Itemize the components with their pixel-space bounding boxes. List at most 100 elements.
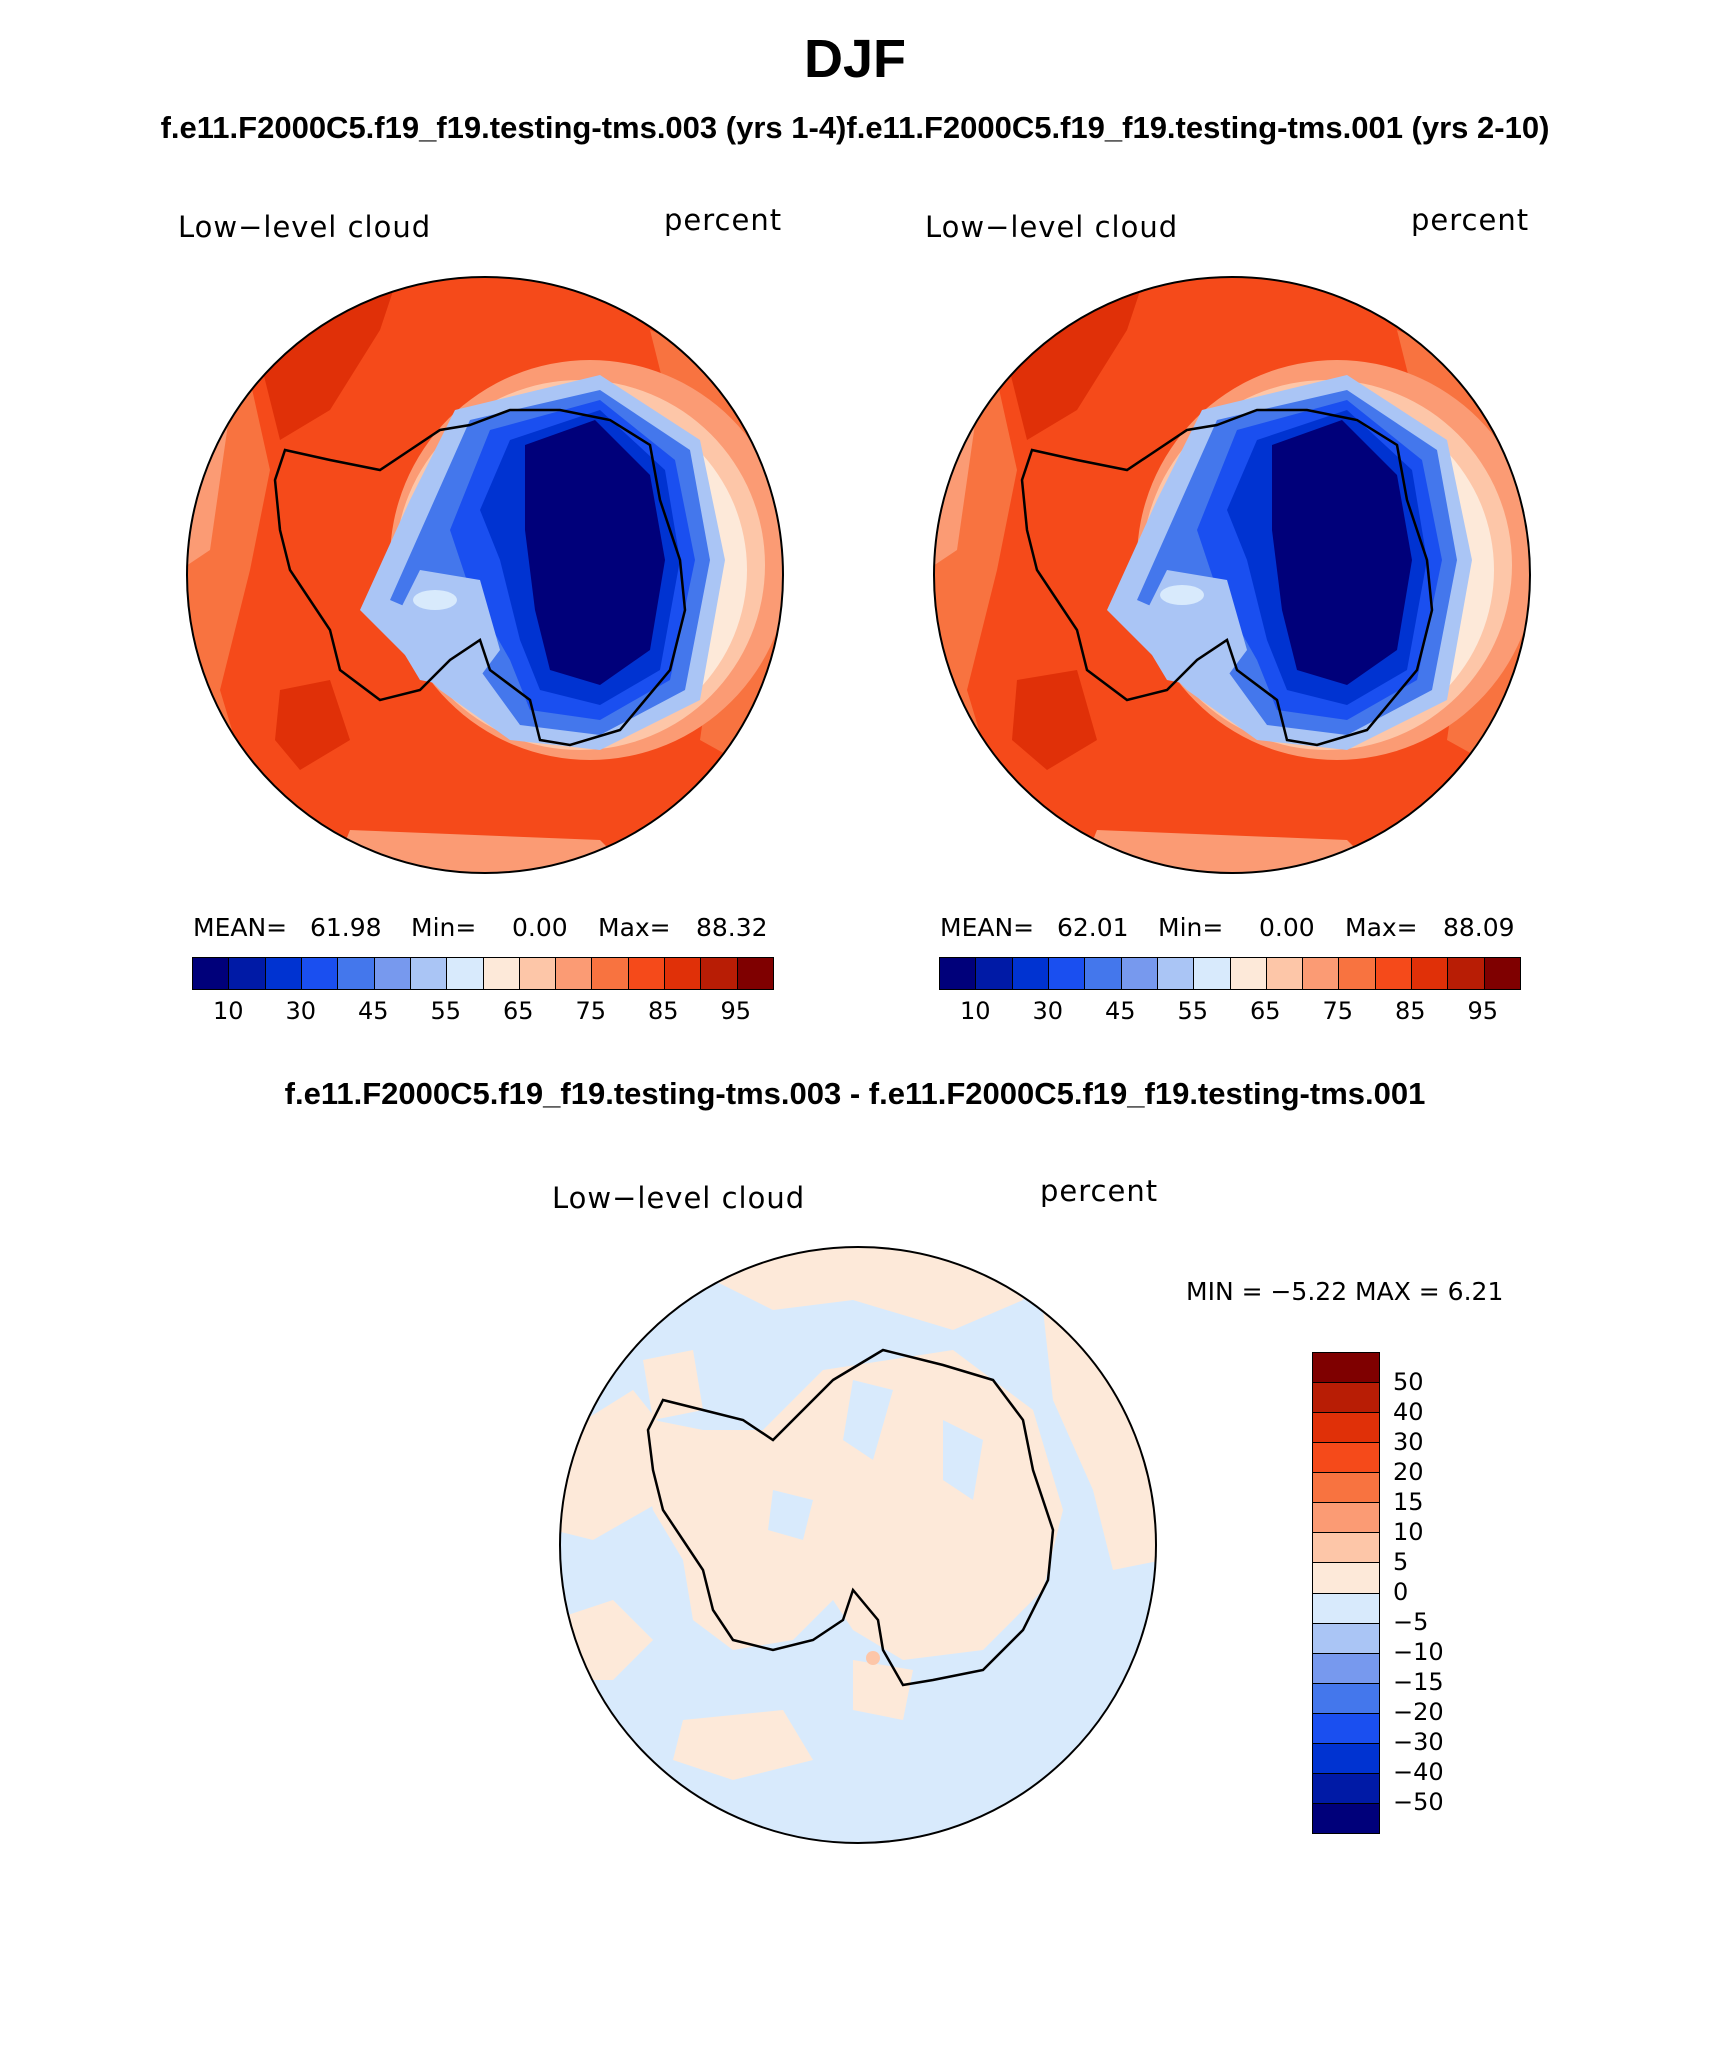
left-colorbar-tick-label: 85 — [647, 997, 679, 1025]
difference-variable-label: Low−level cloud — [552, 1181, 806, 1215]
difference-colorbar-swatch — [1313, 1443, 1379, 1474]
left-variable-label: Low−level cloud — [178, 210, 432, 244]
difference-colorbar-swatch — [1313, 1353, 1379, 1384]
right-min-label: Min= — [1158, 913, 1224, 942]
right-colorbar-tick-label: 75 — [1322, 997, 1354, 1025]
right-colorbar-swatch — [1157, 958, 1195, 989]
right-colorbar-swatch — [1448, 958, 1485, 989]
right-variable-label: Low−level cloud — [925, 210, 1179, 244]
right-colorbar-swatch — [1339, 958, 1376, 989]
left-colorbar-swatch — [737, 958, 773, 989]
right-colorbar-tick-label: 10 — [959, 997, 991, 1025]
left-colorbar-tick-label: 10 — [212, 997, 244, 1025]
difference-colorbar-tick-label: 50 — [1393, 1368, 1424, 1396]
left-colorbar-tick-label: 45 — [357, 997, 389, 1025]
right-colorbar-swatch — [1266, 958, 1304, 989]
difference-colorbar-tick-label: −5 — [1393, 1608, 1429, 1636]
left-colorbar-swatch — [483, 958, 520, 989]
difference-colorbar-swatch — [1313, 1473, 1379, 1504]
left-colorbar-swatch — [265, 958, 302, 989]
right-colorbar-swatch — [1085, 958, 1122, 989]
right-mean-value: 62.01 — [1057, 913, 1129, 942]
right-colorbar-tick-label: 95 — [1467, 997, 1499, 1025]
left-colorbar-swatch — [592, 958, 629, 989]
right-mean-label: MEAN= — [940, 913, 1035, 942]
difference-range-text: MIN = −5.22 MAX = 6.21 — [1186, 1277, 1504, 1306]
difference-colorbar-tick-label: 20 — [1393, 1458, 1424, 1486]
left-colorbar-swatch — [374, 958, 411, 989]
left-colorbar-swatch — [447, 958, 484, 989]
difference-colorbar-tick-label: 30 — [1393, 1428, 1424, 1456]
left-colorbar-swatch — [701, 958, 738, 989]
difference-colorbar-tick-label: −20 — [1393, 1698, 1444, 1726]
right-colorbar-swatch — [1484, 958, 1520, 989]
plot-title: DJF — [803, 29, 906, 89]
difference-colorbar-tick-label: 40 — [1393, 1398, 1424, 1426]
difference-colorbar-swatch — [1313, 1713, 1379, 1744]
difference-colorbar-swatch — [1313, 1683, 1379, 1714]
difference-colorbar-swatch — [1313, 1623, 1379, 1654]
difference-colorbar-tick-label: −40 — [1393, 1758, 1444, 1786]
right-colorbar-tick-label: 55 — [1177, 997, 1209, 1025]
difference-polar-map — [559, 1246, 1157, 1844]
difference-colorbar-tick-label: 0 — [1393, 1578, 1409, 1606]
left-mean-label: MEAN= — [193, 913, 288, 942]
left-polar-map — [186, 276, 784, 874]
right-colorbar-swatch — [1303, 958, 1340, 989]
difference-colorbar-swatch — [1313, 1383, 1379, 1414]
difference-colorbar-tick-label: −15 — [1393, 1668, 1444, 1696]
left-colorbar-tick-label: 95 — [720, 997, 752, 1025]
right-colorbar-tick-label: 65 — [1249, 997, 1281, 1025]
difference-colorbar-swatch — [1313, 1503, 1379, 1534]
right-colorbar-swatch — [1121, 958, 1158, 989]
difference-colorbar-swatch — [1313, 1773, 1379, 1804]
right-colorbar-swatch — [1012, 958, 1049, 989]
difference-units-label: percent — [1040, 1174, 1159, 1208]
left-colorbar-swatch — [665, 958, 702, 989]
left-colorbar-swatch — [229, 958, 266, 989]
left-colorbar-tick-label: 55 — [430, 997, 462, 1025]
difference-colorbar-swatch — [1313, 1803, 1379, 1833]
right-colorbar-tick-label: 85 — [1394, 997, 1426, 1025]
right-colorbar-swatch — [1412, 958, 1449, 989]
left-colorbar-swatch — [410, 958, 448, 989]
left-colorbar-swatch — [556, 958, 593, 989]
right-colorbar-swatch — [976, 958, 1013, 989]
left-colorbar-tick-label: 30 — [285, 997, 317, 1025]
difference-colorbar-tick-label: 5 — [1393, 1548, 1409, 1576]
difference-colorbar-tick-label: −50 — [1393, 1788, 1444, 1816]
difference-colorbar-swatch — [1313, 1413, 1379, 1444]
difference-colorbar — [1312, 1352, 1380, 1834]
left-max-label: Max= — [598, 913, 671, 942]
right-colorbar-swatch — [1230, 958, 1267, 989]
left-colorbar-tick-label: 75 — [575, 997, 607, 1025]
left-min-label: Min= — [411, 913, 477, 942]
right-min-value: 0.00 — [1259, 913, 1315, 942]
right-units-label: percent — [1411, 203, 1530, 237]
left-colorbar-tick-label: 65 — [502, 997, 534, 1025]
right-colorbar-swatch — [1375, 958, 1413, 989]
left-units-label: percent — [664, 203, 783, 237]
difference-colorbar-swatch — [1313, 1563, 1379, 1594]
difference-colorbar-swatch — [1313, 1593, 1379, 1624]
left-min-value: 0.00 — [512, 913, 568, 942]
right-colorbar-tick-label: 30 — [1032, 997, 1064, 1025]
right-max-label: Max= — [1345, 913, 1418, 942]
right-colorbar-tick-label: 45 — [1104, 997, 1136, 1025]
left-colorbar-swatch — [338, 958, 375, 989]
difference-colorbar-tick-label: −10 — [1393, 1638, 1444, 1666]
left-colorbar-swatch — [193, 958, 230, 989]
left-colorbar — [192, 957, 774, 990]
right-colorbar-swatch — [1048, 958, 1086, 989]
right-colorbar-swatch — [940, 958, 977, 989]
left-colorbar-swatch — [628, 958, 666, 989]
right-colorbar — [939, 957, 1521, 990]
left-max-value: 88.32 — [696, 913, 768, 942]
left-mean-value: 61.98 — [310, 913, 382, 942]
plot-subtitle: f.e11.F2000C5.f19_f19.testing-tms.003 (y… — [160, 110, 1550, 145]
left-colorbar-swatch — [519, 958, 557, 989]
difference-colorbar-tick-label: 15 — [1393, 1488, 1424, 1516]
difference-colorbar-swatch — [1313, 1743, 1379, 1774]
right-polar-map — [933, 276, 1531, 874]
difference-colorbar-tick-label: −30 — [1393, 1728, 1444, 1756]
